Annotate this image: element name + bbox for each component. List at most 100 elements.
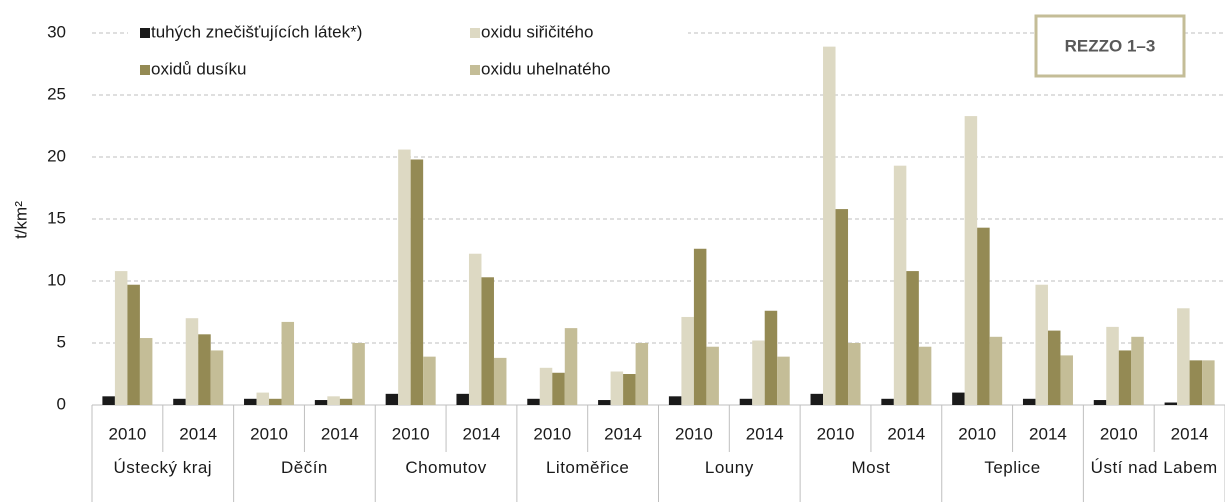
bar <box>410 159 424 405</box>
bar <box>989 336 1003 405</box>
group-label: Ústecký kraj <box>113 458 213 477</box>
group-label: Chomutov <box>405 458 487 477</box>
bar <box>423 356 436 405</box>
bar <box>173 398 186 405</box>
bar <box>564 328 578 405</box>
bar <box>623 374 636 405</box>
bar <box>527 398 540 405</box>
bar <box>1093 400 1107 405</box>
bar <box>456 393 469 405</box>
y-tick-label: 5 <box>57 332 66 351</box>
bar <box>1131 336 1144 405</box>
x-tick-label: 2010 <box>533 424 571 443</box>
x-tick-label: 2014 <box>746 424 784 443</box>
bar <box>102 396 115 405</box>
bar <box>752 340 765 405</box>
legend-swatch <box>140 28 150 38</box>
bar <box>764 310 778 405</box>
bar <box>1189 360 1203 405</box>
bar <box>610 371 624 405</box>
bar <box>256 392 270 405</box>
legend-label: tuhých znečišťujících látek*) <box>151 22 362 41</box>
x-tick-label: 2014 <box>1171 424 1209 443</box>
legend-label: oxidu siřičitého <box>481 22 593 41</box>
bar <box>952 392 965 405</box>
y-tick-label: 30 <box>47 22 66 41</box>
group-label-box: Ústí nad Labem <box>1091 458 1218 477</box>
bar <box>964 116 978 405</box>
legend-swatch <box>470 65 480 75</box>
bar <box>881 398 894 405</box>
legend-label: oxidů dusíku <box>151 59 246 78</box>
bar <box>1022 398 1036 405</box>
y-tick-label: 15 <box>47 208 66 227</box>
y-tick-label: 0 <box>57 394 66 413</box>
bar <box>398 149 411 405</box>
group-label-box: Louny <box>704 458 754 477</box>
x-tick-label: 2014 <box>887 424 925 443</box>
bar <box>1035 284 1048 405</box>
bar <box>339 398 353 405</box>
bar <box>977 227 990 405</box>
group-label: Most <box>851 458 891 477</box>
bar <box>1106 326 1119 405</box>
bar <box>598 400 611 405</box>
legend-label: oxidu uhelnatého <box>481 59 611 78</box>
group-label: Litoměřice <box>545 458 630 477</box>
group-label-box: Děčín <box>280 458 328 477</box>
x-tick-label: 2014 <box>604 424 642 443</box>
bar <box>635 343 649 405</box>
bar <box>210 350 224 405</box>
bar <box>114 271 128 405</box>
bar <box>739 398 753 405</box>
bar <box>668 396 682 405</box>
x-tick-label: 2014 <box>321 424 359 443</box>
group-label-box: Teplice <box>984 458 1041 477</box>
y-axis-title: t/km² <box>11 201 30 239</box>
bar <box>468 253 482 405</box>
group-label: Louny <box>704 458 754 477</box>
bar <box>1177 308 1190 405</box>
x-tick-label: 2010 <box>958 424 996 443</box>
x-tick-label: 2014 <box>179 424 217 443</box>
bar <box>481 277 494 405</box>
legend-swatch <box>470 28 480 38</box>
badge-text: REZZO 1–3 <box>1065 36 1156 55</box>
bar <box>539 367 553 405</box>
bar <box>552 372 565 405</box>
bar <box>314 400 328 405</box>
bar <box>810 393 824 405</box>
bar <box>281 321 295 405</box>
bar <box>269 398 282 405</box>
y-tick-label: 25 <box>47 84 66 103</box>
bar <box>893 165 907 405</box>
y-tick-label: 10 <box>47 270 66 289</box>
x-tick-label: 2010 <box>1100 424 1138 443</box>
group-label: Děčín <box>280 458 328 477</box>
bar <box>918 346 932 405</box>
bar <box>681 316 694 405</box>
bar <box>1060 355 1073 405</box>
x-tick-label: 2010 <box>675 424 713 443</box>
group-label: Teplice <box>984 458 1041 477</box>
bar <box>848 343 861 405</box>
group-label-box: Chomutov <box>405 458 487 477</box>
x-tick-label: 2010 <box>817 424 855 443</box>
bar <box>906 271 919 405</box>
x-tick-label: 2010 <box>108 424 146 443</box>
bar <box>352 343 365 405</box>
bar <box>1118 350 1132 405</box>
x-tick-label: 2010 <box>392 424 430 443</box>
x-tick-label: 2010 <box>250 424 288 443</box>
x-tick-label: 2014 <box>463 424 501 443</box>
bar <box>823 46 836 405</box>
bar <box>1202 360 1215 405</box>
x-tick-label: 2014 <box>1029 424 1067 443</box>
legend-bg <box>128 18 688 88</box>
bar <box>493 357 507 405</box>
bar <box>693 248 707 405</box>
bar <box>835 209 849 405</box>
y-tick-label: 20 <box>47 146 66 165</box>
group-label-box: Ústecký kraj <box>113 458 213 477</box>
